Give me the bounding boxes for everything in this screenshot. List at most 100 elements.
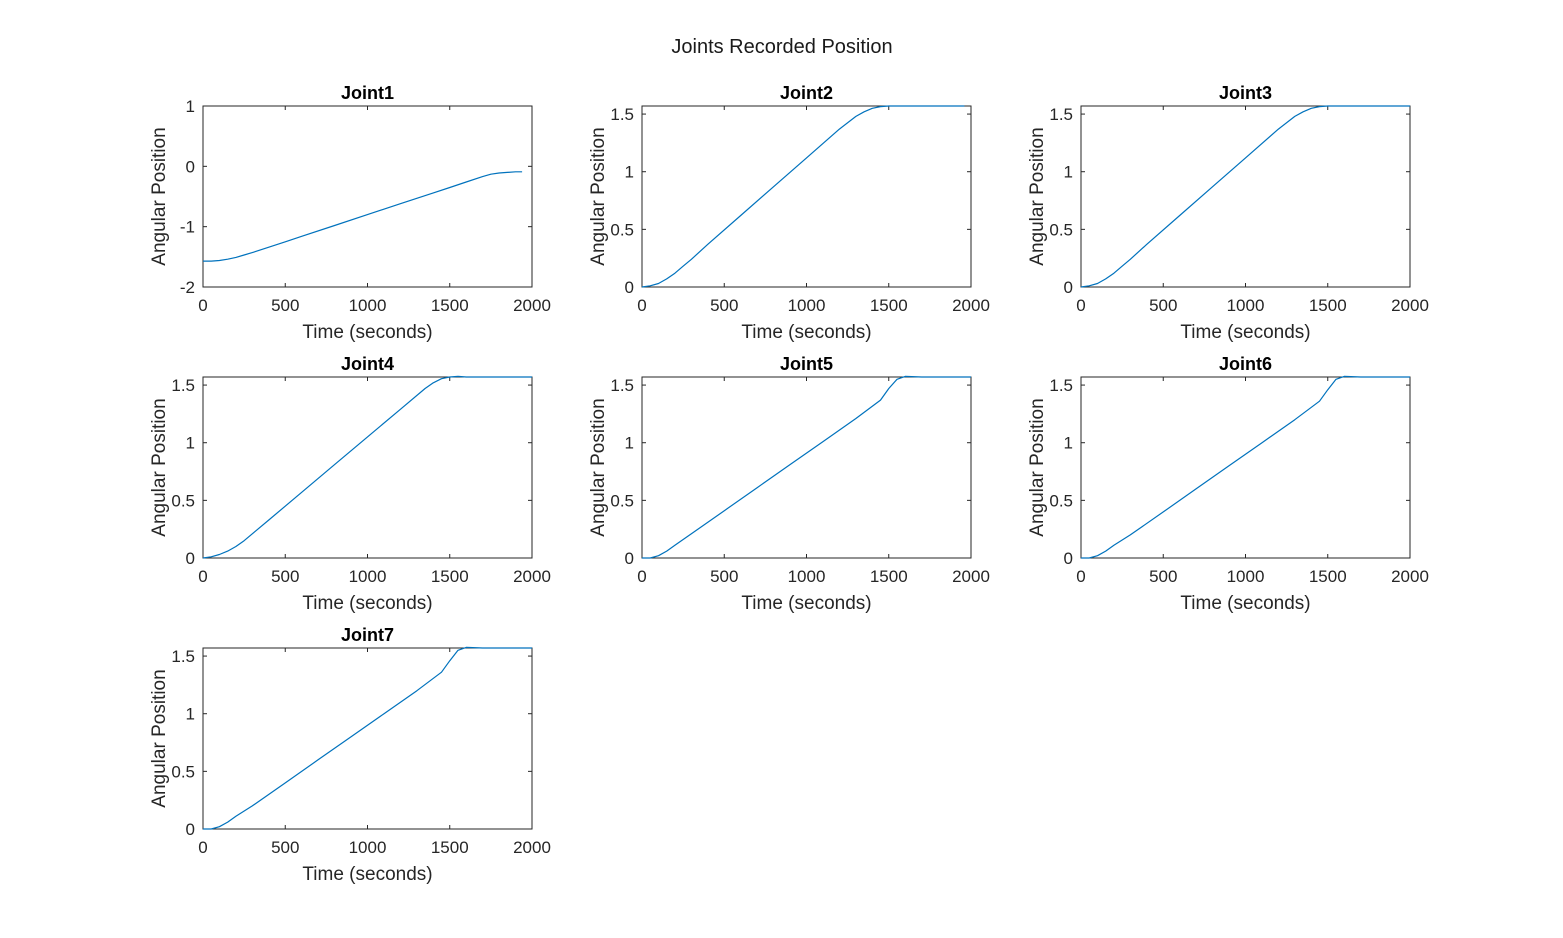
series-line-joint6 [1081, 375, 1410, 559]
plot-area [202, 647, 533, 830]
y-tick-label: 1.5 [1049, 105, 1073, 124]
x-tick-label: 500 [271, 567, 299, 586]
x-axis-label: Time (seconds) [302, 322, 432, 343]
x-tick-label: 2000 [1391, 567, 1429, 586]
x-tick-label: 500 [1149, 567, 1177, 586]
x-tick-label: 2000 [952, 296, 990, 315]
y-axis-label: Angular Position [149, 127, 170, 265]
x-tick-label: 1500 [1309, 296, 1347, 315]
y-tick-label: 0.5 [171, 491, 195, 510]
x-axis-label: Time (seconds) [302, 593, 432, 614]
series-line-joint3 [1080, 105, 1410, 288]
subplot-title: Joint4 [341, 354, 394, 374]
x-axis-label: Time (seconds) [1180, 322, 1310, 343]
series-line-joint2 [641, 105, 965, 288]
x-tick-label: 0 [1076, 567, 1085, 586]
x-tick-label: 1500 [431, 296, 469, 315]
y-tick-label: 1.5 [610, 376, 634, 395]
subplot-joint5: Joint5 0 500 1000 1500 2000 0 0.5 1 1.5 Time (seco… [588, 354, 990, 614]
x-tick-label: 0 [198, 838, 207, 857]
plot-area [1080, 376, 1411, 559]
subplot-joint4: Joint4 0 500 1000 1500 2000 0 0.5 1 1.5 Time (seco… [149, 354, 551, 614]
y-tick-label: 0 [186, 549, 195, 568]
y-tick-label: 0.5 [1049, 491, 1073, 510]
plot-area [1080, 105, 1411, 288]
subplot-title: Joint2 [780, 83, 833, 103]
x-tick-label: 1000 [349, 296, 387, 315]
subplot-joint7: Joint7 0 500 1000 1500 2000 0 0.5 1 1.5 Time (seco… [149, 625, 551, 885]
subplot-title: Joint3 [1219, 83, 1272, 103]
plot-area [202, 105, 533, 288]
x-tick-label: 1000 [349, 567, 387, 586]
x-tick-label: 1000 [788, 296, 826, 315]
y-tick-label: 1.5 [171, 376, 195, 395]
x-axis-label: Time (seconds) [302, 864, 432, 885]
x-tick-label: 1000 [1227, 567, 1265, 586]
y-tick-label: 0 [625, 549, 634, 568]
series-line-joint4 [202, 375, 532, 559]
x-tick-label: 0 [198, 567, 207, 586]
plot-area [641, 376, 972, 559]
subplot-title: Joint5 [780, 354, 833, 374]
x-tick-label: 1500 [431, 567, 469, 586]
x-tick-label: 0 [637, 567, 646, 586]
y-tick-label: 0 [186, 820, 195, 839]
x-axis-label: Time (seconds) [741, 322, 871, 343]
subplot-joint3: Joint3 0 500 1000 1500 2000 0 0.5 1 1.5 Time (seco… [1027, 83, 1429, 343]
subplot-title: Joint1 [341, 83, 394, 103]
x-tick-label: 1500 [870, 567, 908, 586]
y-axis-label: Angular Position [149, 669, 170, 807]
y-tick-label: 0.5 [610, 220, 634, 239]
series-line-joint7 [203, 646, 532, 830]
y-tick-label: 0.5 [610, 491, 634, 510]
figure-title: Joints Recorded Position [671, 36, 892, 58]
subplot-joint2: Joint2 0 500 1000 1500 2000 0 0.5 1 1.5 Time (seco… [588, 83, 990, 343]
subplot-title: Joint7 [341, 625, 394, 645]
subplot-joint1: Joint1 0 500 1000 1500 2000 -2 -1 0 1 Time (second… [149, 83, 551, 343]
plot-area [202, 376, 533, 559]
y-axis-label: Angular Position [149, 398, 170, 536]
x-tick-label: 2000 [513, 296, 551, 315]
y-tick-label: 1.5 [610, 105, 634, 124]
x-axis-label: Time (seconds) [741, 593, 871, 614]
series-line-joint5 [642, 375, 971, 559]
x-tick-label: 1500 [431, 838, 469, 857]
x-tick-label: 2000 [952, 567, 990, 586]
x-tick-label: 2000 [513, 838, 551, 857]
y-axis-label: Angular Position [588, 398, 609, 536]
x-tick-label: 500 [710, 296, 738, 315]
x-tick-label: 1500 [870, 296, 908, 315]
x-tick-label: 1000 [788, 567, 826, 586]
y-tick-label: 0.5 [171, 762, 195, 781]
y-tick-label: 1 [186, 434, 195, 453]
x-tick-label: 0 [637, 296, 646, 315]
y-tick-label: 1 [186, 705, 195, 724]
x-tick-label: 0 [1076, 296, 1085, 315]
series-line-joint1 [203, 171, 523, 262]
y-tick-label: 1 [186, 97, 195, 116]
subplot-joint6: Joint6 0 500 1000 1500 2000 0 0.5 1 1.5 Time (seco… [1027, 354, 1429, 614]
x-tick-label: 2000 [513, 567, 551, 586]
x-axis-label: Time (seconds) [1180, 593, 1310, 614]
y-tick-label: 1 [1064, 434, 1073, 453]
x-tick-label: 0 [198, 296, 207, 315]
y-axis-label: Angular Position [588, 127, 609, 265]
y-tick-label: 0 [1064, 549, 1073, 568]
x-tick-label: 500 [271, 296, 299, 315]
subplot-title: Joint6 [1219, 354, 1272, 374]
x-tick-label: 1000 [349, 838, 387, 857]
x-tick-label: 2000 [1391, 296, 1429, 315]
y-tick-label: 1.5 [1049, 376, 1073, 395]
x-tick-label: 1000 [1227, 296, 1265, 315]
y-tick-label: 0 [186, 157, 195, 176]
y-tick-label: 1 [625, 163, 634, 182]
y-tick-label: 0 [625, 278, 634, 297]
x-tick-label: 500 [271, 838, 299, 857]
y-axis-label: Angular Position [1027, 398, 1048, 536]
y-tick-label: 1 [625, 434, 634, 453]
y-tick-label: 0 [1064, 278, 1073, 297]
y-tick-label: 1.5 [171, 647, 195, 666]
y-tick-label: -2 [180, 278, 195, 297]
